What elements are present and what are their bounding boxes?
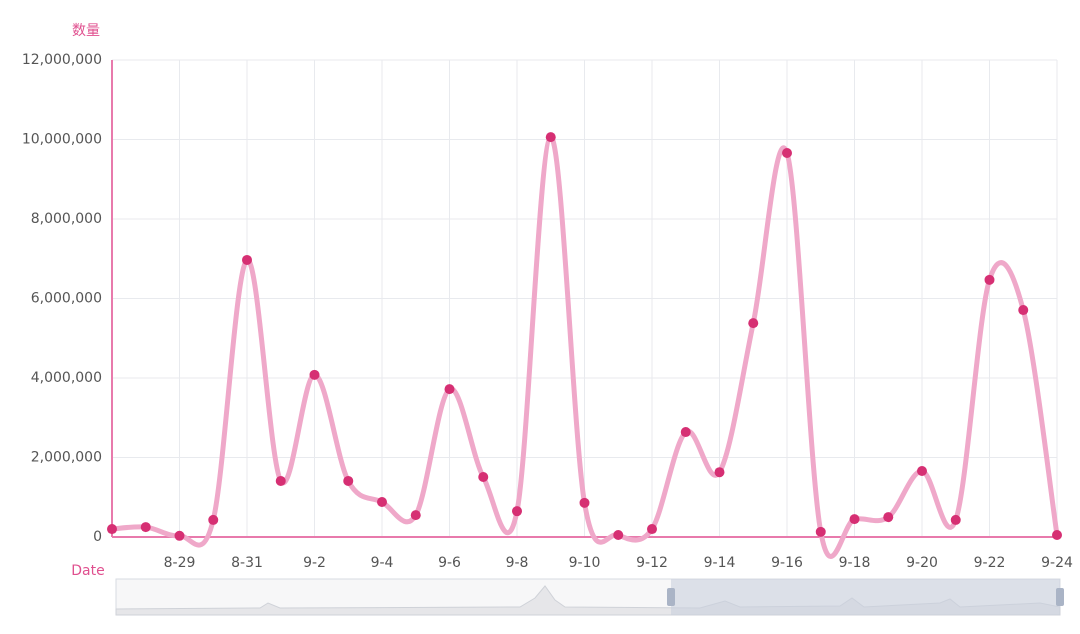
data-zoom[interactable] [115,578,1064,616]
data-point [984,274,995,285]
y-tick-label: 10,000,000 [22,132,102,148]
x-tick-label: 9-20 [906,555,938,571]
data-point [275,475,286,486]
x-tick-label: 9-10 [569,555,601,571]
x-tick-label: 9-4 [371,555,394,571]
x-tick-label: 9-14 [704,555,736,571]
x-tick-label: 9-22 [974,555,1006,571]
data-point [782,148,792,159]
data-point [647,524,657,535]
data-point [377,497,387,508]
x-tick-label: 9-18 [839,555,871,571]
data-point [309,369,320,380]
data-point [883,512,894,523]
data-point [343,475,354,486]
data-point [478,471,489,482]
data-point [174,530,185,541]
x-tick-label: 8-31 [231,555,263,571]
zoom-handle[interactable] [667,588,675,606]
y-tick-label: 2,000,000 [31,450,102,466]
zoom-handle[interactable] [1056,588,1064,606]
y-axis-label: 数量 [72,23,100,39]
data-point [512,506,522,517]
y-tick-label: 0 [93,529,102,545]
data-point [849,514,860,525]
x-tick-label: 9-24 [1041,555,1073,571]
x-tick-label: 9-12 [636,555,668,571]
x-tick-label: 9-6 [438,555,461,571]
x-tick-label: 8-29 [164,555,196,571]
x-axis-label: Date [71,563,104,579]
y-tick-label: 8,000,000 [31,211,102,227]
data-point [1052,530,1062,541]
data-point [815,526,826,537]
data-point [748,318,759,329]
data-point [410,510,421,521]
y-tick-label: 4,000,000 [31,370,102,386]
x-tick-label: 9-2 [303,555,326,571]
data-point [444,384,455,395]
data-point [1018,305,1029,316]
x-tick-label: 9-16 [771,555,803,571]
data-point [680,427,691,438]
data-point [950,514,961,525]
x-tick-label: 9-8 [506,555,529,571]
y-tick-label: 6,000,000 [31,291,102,307]
data-point [107,524,117,535]
zoom-selection[interactable] [671,579,1060,615]
data-point [208,514,219,525]
data-point [613,530,624,541]
data-point [242,254,252,265]
data-point [140,522,151,533]
data-point [545,132,556,143]
data-point [579,497,590,508]
y-tick-label: 12,000,000 [22,52,102,68]
data-point [714,467,725,478]
data-point [917,466,927,477]
